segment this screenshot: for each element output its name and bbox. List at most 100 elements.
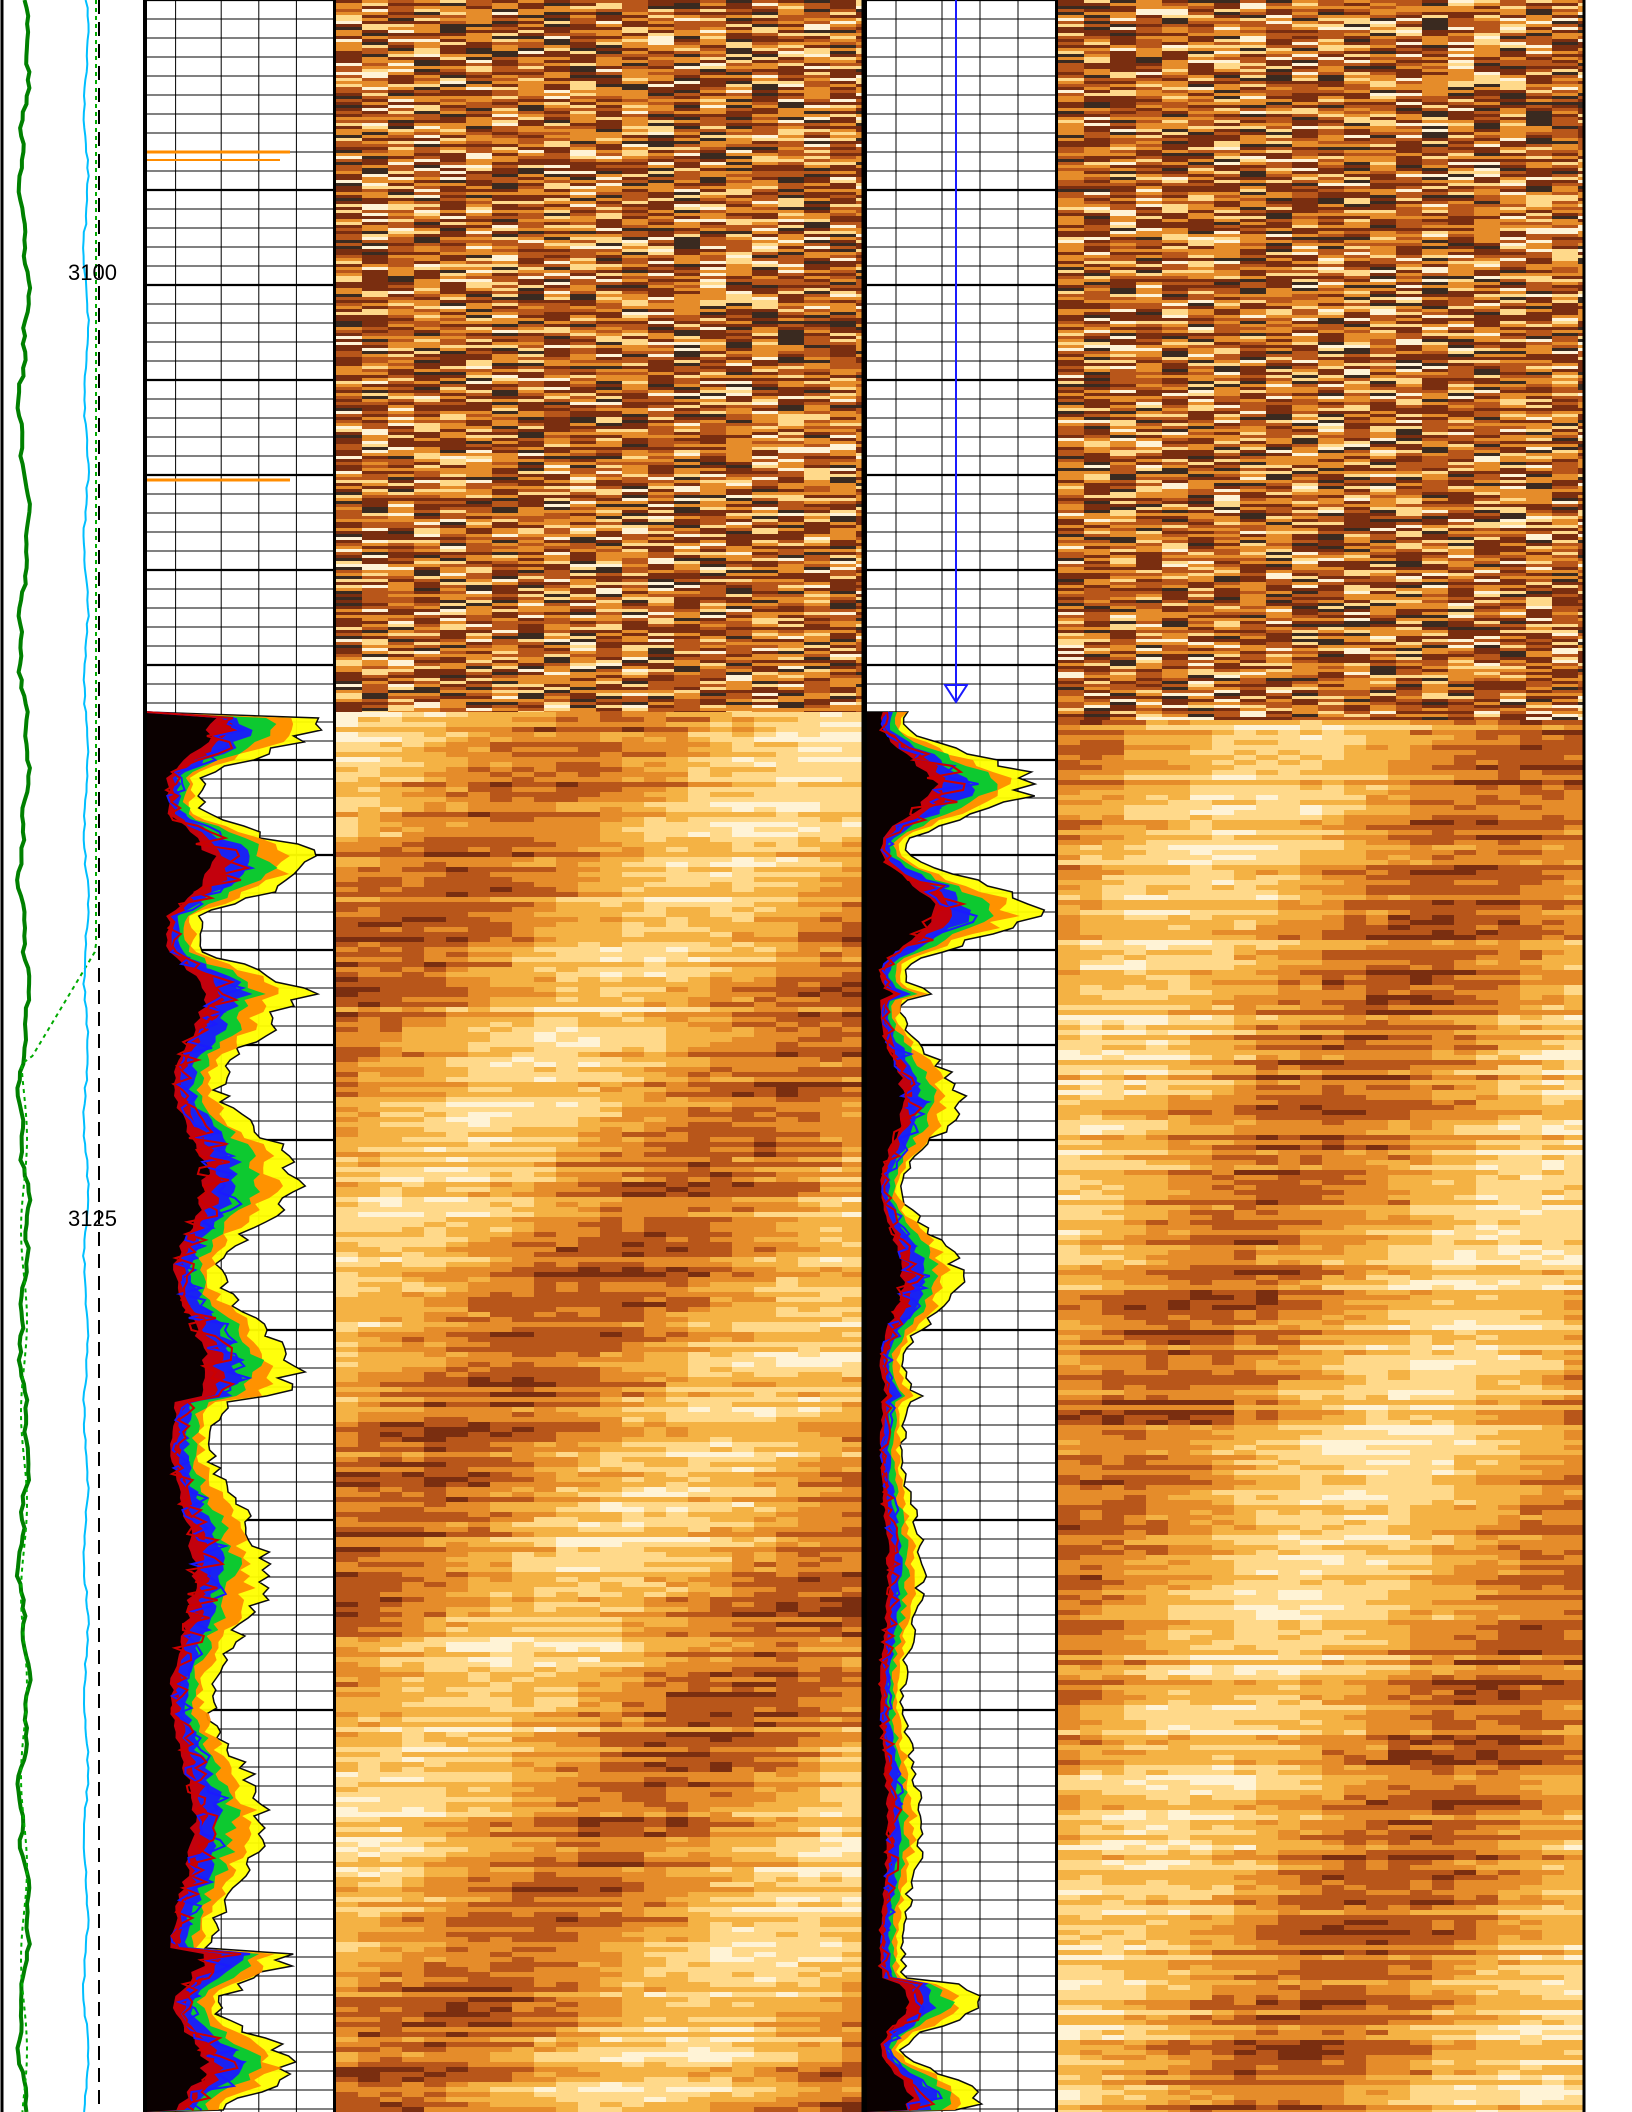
image-pixel [544,627,570,630]
image-pixel [700,243,726,246]
image-pixel [648,201,674,204]
image-pixel [570,339,596,342]
image-pixel [856,495,862,498]
image-pixel [856,306,862,309]
image-pixel [336,672,362,675]
image-pixel [856,336,862,339]
image-pixel [336,693,362,696]
image-pixel [466,3,492,6]
image-pixel [700,132,726,135]
image-pixel [752,372,778,375]
image-pixel [830,0,856,3]
image-pixel [804,372,830,375]
image-pixel [414,294,440,297]
image-pixel [804,168,830,171]
image-pixel [492,588,518,591]
image-pixel [388,594,414,597]
image-pixel [466,246,492,249]
image-pixel [362,321,388,324]
image-pixel [622,516,648,519]
image-pixel [596,147,622,150]
image-pixel [856,393,862,396]
image-pixel [544,471,570,474]
image-pixel [596,669,622,672]
image-pixel [440,420,466,423]
image-pixel [492,360,518,363]
image-pixel [778,258,804,261]
image-pixel [804,690,830,693]
image-pixel [622,234,648,237]
image-pixel [362,618,388,621]
image-pixel [388,456,414,459]
image-pixel [570,246,596,249]
image-pixel [622,21,648,24]
image-pixel [700,222,726,225]
image-pixel [336,153,362,156]
image-pixel [622,498,648,501]
image-pixel [700,411,726,414]
image-pixel [518,462,544,465]
image-pixel [492,612,518,615]
image-pixel [596,354,622,357]
image-pixel [648,291,674,294]
image-pixel [518,465,544,468]
image-pixel [778,183,804,186]
image-pixel [700,264,726,267]
image-pixel [856,279,862,282]
image-pixel [518,654,544,657]
image-pixel [492,408,518,411]
image-pixel [388,180,414,183]
image-pixel [570,180,596,183]
image-pixel [856,93,862,96]
image-pixel [544,93,570,96]
image-pixel [414,576,440,579]
image-pixel [804,639,830,642]
image-pixel [544,507,570,510]
image-pixel [596,297,622,300]
image-pixel [700,219,726,222]
image-pixel [544,261,570,264]
image-pixel [596,165,622,168]
image-pixel [622,231,648,234]
image-pixel [570,522,596,525]
image-pixel [466,672,492,675]
image-pixel [830,663,856,666]
image-pixel [804,237,830,240]
image-pixel [596,81,622,84]
image-pixel [830,45,856,48]
image-pixel [700,525,726,528]
image-pixel [570,366,596,369]
image-pixel [414,42,440,45]
image-pixel [596,600,622,603]
image-pixel [336,354,362,357]
image-pixel [362,318,388,321]
image-pixel [648,414,674,417]
image-pixel [414,126,440,129]
image-pixel [362,192,388,195]
image-pixel [414,237,440,240]
image-pixel [466,465,492,468]
image-pixel [388,318,414,321]
image-pixel [544,522,570,525]
image-pixel [388,324,414,327]
image-pixel [830,270,856,273]
image-pixel [336,24,362,27]
image-pixel [570,372,596,375]
image-pixel [752,84,778,87]
image-pixel [440,81,466,84]
image-pixel [700,96,726,99]
image-pixel [440,585,466,588]
image-pixel [726,636,752,639]
image-pixel [414,6,440,9]
image-pixel [752,243,778,246]
image-pixel [336,156,362,159]
image-pixel [648,276,674,279]
image-pixel [752,66,778,69]
image-pixel [778,135,804,138]
image-pixel [648,42,674,45]
image-pixel [674,507,700,510]
image-pixel [518,24,544,27]
image-pixel [544,183,570,186]
image-pixel [336,150,362,153]
image-pixel [856,255,862,258]
